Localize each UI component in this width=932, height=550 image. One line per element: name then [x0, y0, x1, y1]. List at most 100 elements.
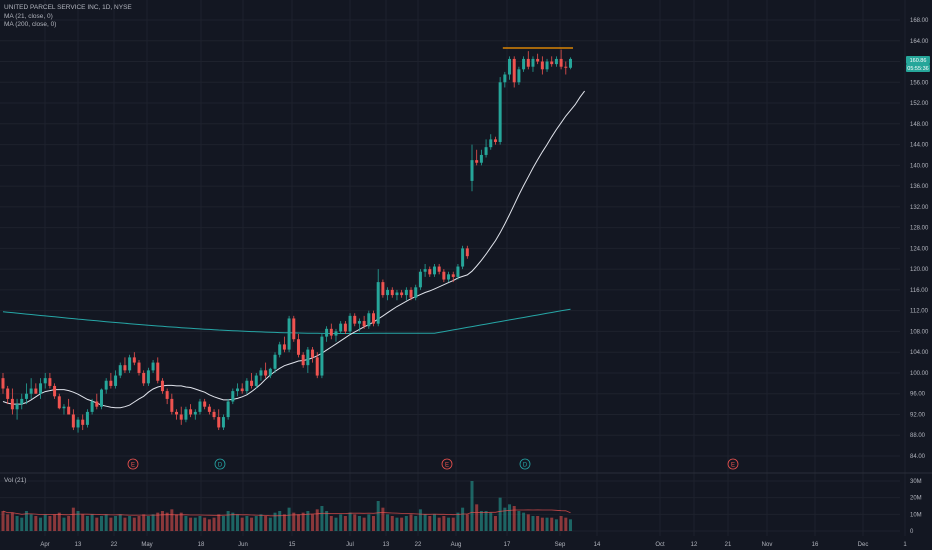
candle [470, 144, 474, 192]
candle-body [311, 349, 315, 358]
time-tick-label: 12 [691, 542, 698, 548]
volume-bar [512, 506, 516, 531]
candle-body [334, 331, 338, 336]
volume-bar [24, 511, 28, 531]
volume-bar [442, 516, 446, 531]
volume-bar [189, 517, 193, 531]
earnings-event-jul[interactable]: E [441, 458, 453, 470]
dividend-event-aug[interactable]: D [519, 458, 531, 470]
volume-bar [264, 516, 268, 531]
candle-body [315, 357, 319, 376]
candle [250, 372, 254, 389]
candle-body [198, 401, 202, 412]
time-tick-label: 14 [594, 542, 601, 548]
candle [76, 417, 80, 433]
time-axis[interactable]: Apr 13 22 May 18 Jun 15 Jul 13 22 Aug 17 Sep 14 Oct 12 2… [40, 542, 907, 548]
candle [564, 61, 568, 75]
candle [517, 66, 521, 85]
price-tick-label: 164.00 [910, 39, 929, 45]
volume-bar [268, 517, 272, 531]
candle-body [395, 292, 399, 296]
volume-bar [554, 519, 558, 531]
volume-bar [404, 516, 408, 531]
legend-symbol[interactable]: UNITED PARCEL SERVICE INC, 1D, NYSE [4, 3, 132, 12]
candle-body [95, 401, 99, 407]
candle-body [357, 321, 361, 324]
price-tick-label: 148.00 [910, 122, 929, 128]
candle-body [512, 58, 516, 83]
candle [128, 354, 132, 373]
volume-bar [414, 516, 418, 531]
legend-volume[interactable]: Vol (21) [4, 476, 26, 485]
volume-bar [550, 517, 554, 531]
candle-body [236, 388, 239, 392]
time-tick-label: 17 [504, 542, 511, 548]
volume-label[interactable]: Vol (21) [4, 477, 27, 484]
volume-bar [451, 517, 455, 531]
candle [503, 71, 507, 88]
volume-bar [287, 507, 291, 531]
earnings-event-apr[interactable]: E [127, 458, 139, 470]
legend-ma200[interactable]: MA (200, close, 0) [4, 20, 56, 29]
candle [34, 383, 38, 394]
candle-body [15, 404, 19, 410]
dividend-event-may[interactable]: D [214, 458, 226, 470]
candle [325, 326, 329, 342]
volume-bar [479, 511, 483, 531]
volume-bar [498, 497, 502, 531]
candle-body [104, 380, 108, 390]
candle [475, 149, 479, 166]
ma21-label[interactable]: MA (21, close, 0) [4, 13, 53, 20]
candle-body [559, 58, 563, 67]
candle-body [254, 375, 258, 386]
candle [15, 398, 19, 420]
candle [1, 372, 5, 394]
volume-bar [484, 511, 488, 531]
ma200-label[interactable]: MA (200, close, 0) [4, 21, 57, 28]
volume-bar [85, 516, 89, 531]
candle-body [320, 336, 324, 376]
candle-body [1, 378, 5, 389]
candle-body [240, 388, 244, 392]
candle [240, 383, 244, 394]
candle [451, 271, 455, 283]
candle-body [489, 139, 493, 148]
candle [489, 134, 493, 150]
candle [207, 404, 211, 415]
legend-ma21[interactable]: MA (21, close, 0) [4, 12, 53, 21]
symbol-title[interactable]: UNITED PARCEL SERVICE INC, 1D, NYSE [4, 4, 132, 11]
candle-body [146, 370, 150, 384]
candle-body [536, 58, 540, 62]
volume-tick-label: 20M [910, 496, 922, 502]
candle [160, 378, 164, 394]
candle-body [137, 362, 141, 373]
candle [24, 383, 28, 405]
price-tick-label: 132.00 [910, 205, 929, 211]
candle-body [99, 389, 103, 407]
volume-bar [170, 509, 174, 531]
time-tick-label: 1 [903, 542, 907, 548]
candle-body [451, 274, 455, 277]
candle-body [57, 396, 61, 409]
volume-bar [146, 516, 150, 531]
candle-body [156, 362, 160, 381]
candle-body [203, 401, 207, 407]
volume-bar [1, 511, 5, 531]
candle-body [273, 354, 277, 369]
price-axis[interactable]: 168.00164.00160.00156.00152.00148.00144.… [910, 18, 929, 460]
volume-axis: 30M 20M 10M 0 [910, 479, 922, 535]
time-tick-label: May [141, 542, 152, 548]
volume-bar [193, 517, 197, 531]
candle-body [503, 74, 507, 83]
candle-body [175, 411, 179, 415]
price-tick-label: 124.00 [910, 246, 929, 252]
candle [362, 315, 366, 329]
earnings-event-oct[interactable]: E [727, 458, 739, 470]
candle-body [250, 380, 254, 386]
candle [10, 388, 14, 415]
candle [29, 378, 33, 399]
candle-body [268, 368, 272, 376]
candle-body [71, 414, 75, 428]
candle [109, 372, 113, 389]
